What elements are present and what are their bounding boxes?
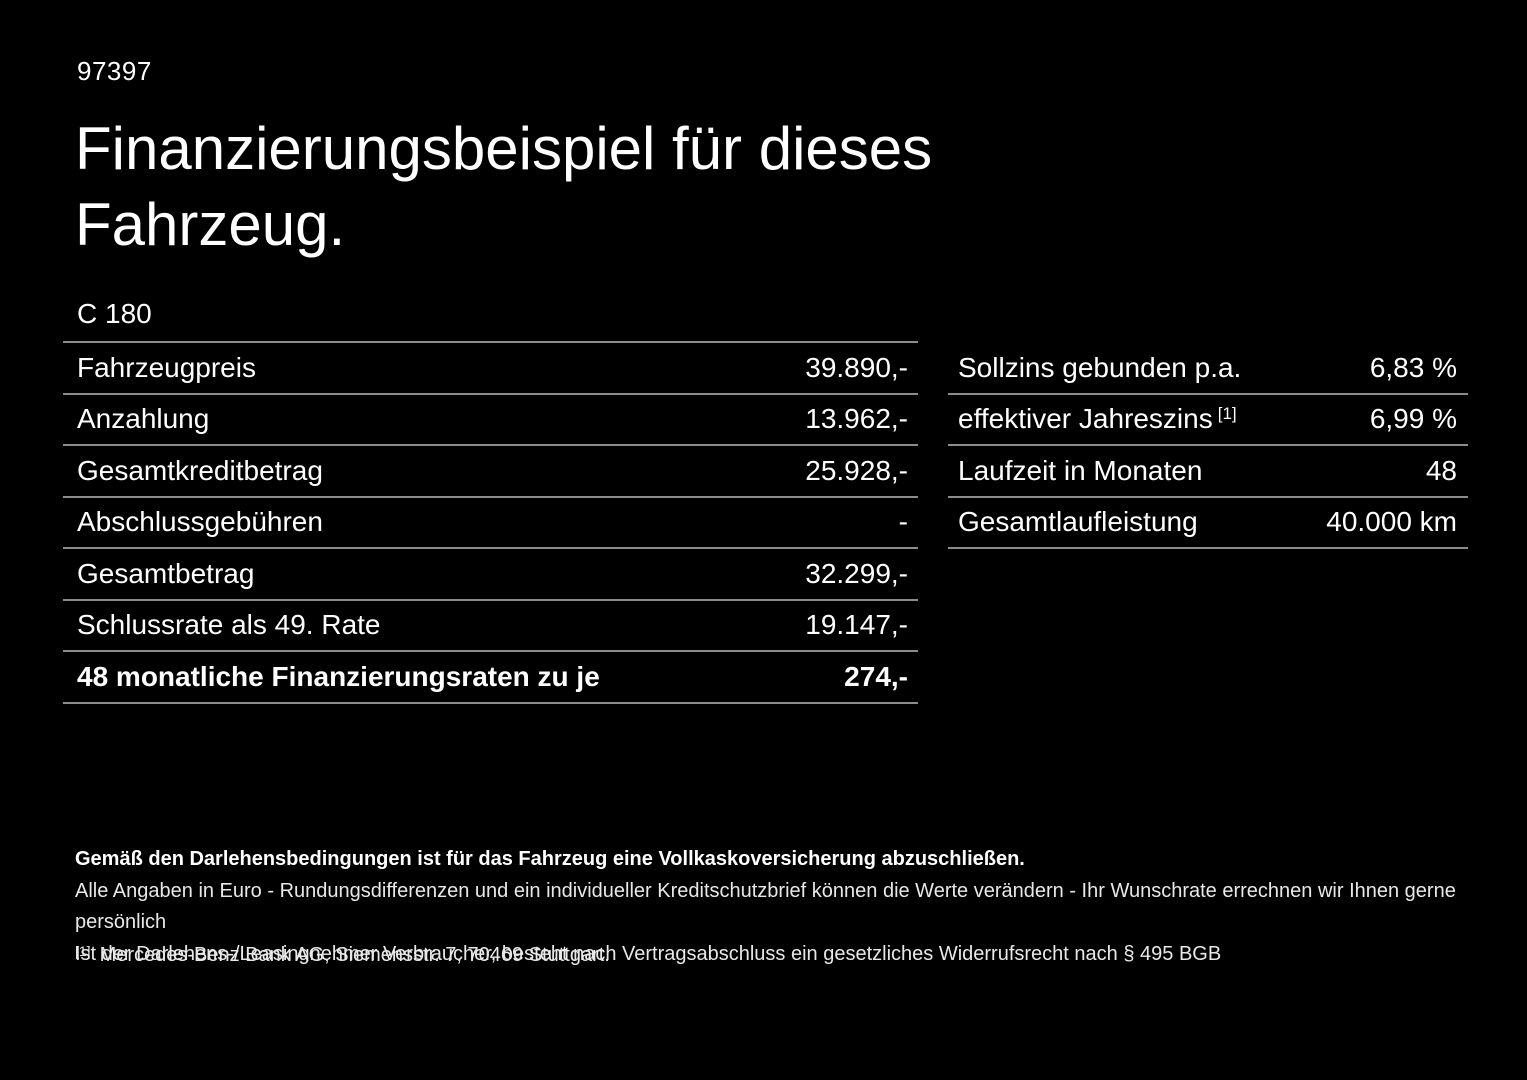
bank-footnote: [1] Mercedes-Benz Bank AG, Siemensstr. 7,… [75, 943, 610, 967]
table-row-abschlussgebuehren: Abschlussgebühren - [63, 498, 918, 549]
row-value: - [898, 506, 908, 538]
row-label: Gesamtbetrag [77, 557, 255, 589]
finance-table: Fahrzeugpreis 39.890,- Anzahlung 13.962,… [63, 341, 918, 704]
row-value: 25.928,- [805, 454, 908, 486]
row-label: effektiver Jahreszins [1] [958, 403, 1237, 435]
row-value: 6,83 % [1369, 351, 1457, 383]
row-label: Gesamtkreditbetrag [77, 454, 323, 486]
row-label: Fahrzeugpreis [77, 351, 256, 383]
row-value: 39.890,- [805, 351, 908, 383]
table-row-anzahlung: Anzahlung 13.962,- [63, 395, 918, 446]
row-label: Schlussrate als 49. Rate [77, 609, 381, 641]
table-row-effektiver-jahreszins: effektiver Jahreszins [1] 6,99 % [948, 395, 1468, 446]
table-row-sollzins: Sollzins gebunden p.a. 6,83 % [948, 343, 1468, 395]
widerruf-note: Ist der Darlehens-/Leasingnehmer Verbrau… [75, 942, 1222, 965]
row-label: Gesamtlaufleistung [958, 506, 1198, 538]
row-value: 32.299,- [805, 557, 908, 589]
footnote-marker: [1] [75, 943, 91, 959]
page-title: Finanzierungsbeispiel für dieses Fahrzeu… [75, 115, 933, 258]
table-row-monatsrate: 48 monatliche Finanzierungsraten zu je 2… [63, 652, 918, 704]
insurance-note: Gemäß den Darlehensbedingungen ist für d… [75, 848, 1025, 870]
table-row-gesamtkreditbetrag: Gesamtkreditbetrag 25.928,- [63, 446, 918, 498]
row-label: Abschlussgebühren [77, 506, 323, 538]
footnote-reference: [1] [1217, 404, 1237, 424]
row-value: 40.000 km [1326, 506, 1457, 538]
table-row-laufzeit: Laufzeit in Monaten 48 [948, 446, 1468, 498]
table-row-schlussrate: Schlussrate als 49. Rate 19.147,- [63, 601, 918, 652]
row-value: 19.147,- [805, 609, 908, 641]
row-label: 48 monatliche Finanzierungsraten zu je [77, 660, 600, 692]
row-value: 13.962,- [805, 403, 908, 435]
table-row-gesamtlaufleistung: Gesamtlaufleistung 40.000 km [948, 498, 1468, 549]
row-value: 274,- [844, 660, 908, 692]
table-row-gesamtbetrag: Gesamtbetrag 32.299,- [63, 549, 918, 601]
legal-notes: Gemäß den Darlehensbedingungen ist für d… [75, 844, 1475, 970]
row-label: Laufzeit in Monaten [958, 454, 1203, 486]
document-number: 97397 [77, 56, 152, 86]
euro-note: Alle Angaben in Euro - Rundungsdifferenz… [75, 879, 1456, 934]
vehicle-model: C 180 [77, 298, 152, 329]
row-label: Anzahlung [77, 403, 210, 435]
row-label: Sollzins gebunden p.a. [958, 351, 1242, 383]
table-row-fahrzeugpreis: Fahrzeugpreis 39.890,- [63, 343, 918, 395]
row-value: 6,99 % [1369, 403, 1457, 435]
row-value: 48 [1425, 454, 1457, 486]
footnote-text: Mercedes-Benz Bank AG, Siemensstr. 7, 70… [99, 944, 610, 966]
conditions-table: Sollzins gebunden p.a. 6,83 % effektiver… [948, 343, 1468, 549]
